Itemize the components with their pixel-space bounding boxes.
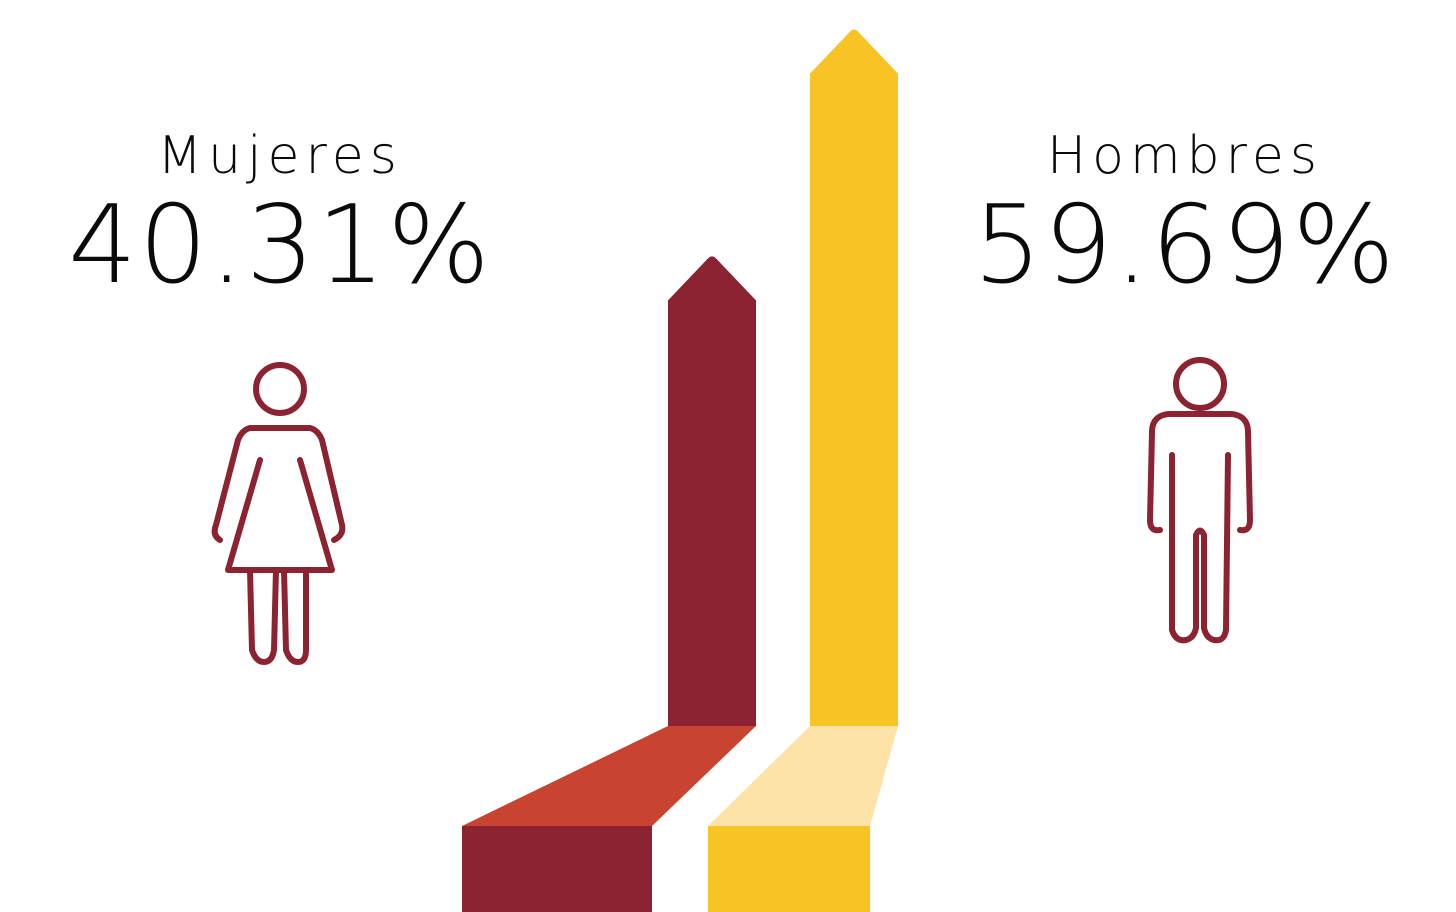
woman-icon (211, 362, 346, 665)
bar-foot-hombres (708, 826, 870, 912)
bar-mujeres (668, 256, 756, 726)
mujeres-label-block: Mujeres 40.31% (20, 130, 540, 300)
bar-ramp-mujeres (462, 726, 756, 826)
bar-ramp-hombres (708, 726, 898, 826)
bar-hombres (810, 29, 898, 726)
value-label-mujeres: 40.31% (68, 183, 492, 308)
category-label-hombres: Hombres (1047, 126, 1323, 186)
man-icon (1147, 357, 1253, 644)
category-label-mujeres: Mujeres (157, 126, 403, 186)
hombres-label-block: Hombres 59.69% (925, 130, 1445, 300)
value-label-hombres: 59.69% (973, 183, 1397, 308)
bar-foot-mujeres (462, 826, 652, 912)
